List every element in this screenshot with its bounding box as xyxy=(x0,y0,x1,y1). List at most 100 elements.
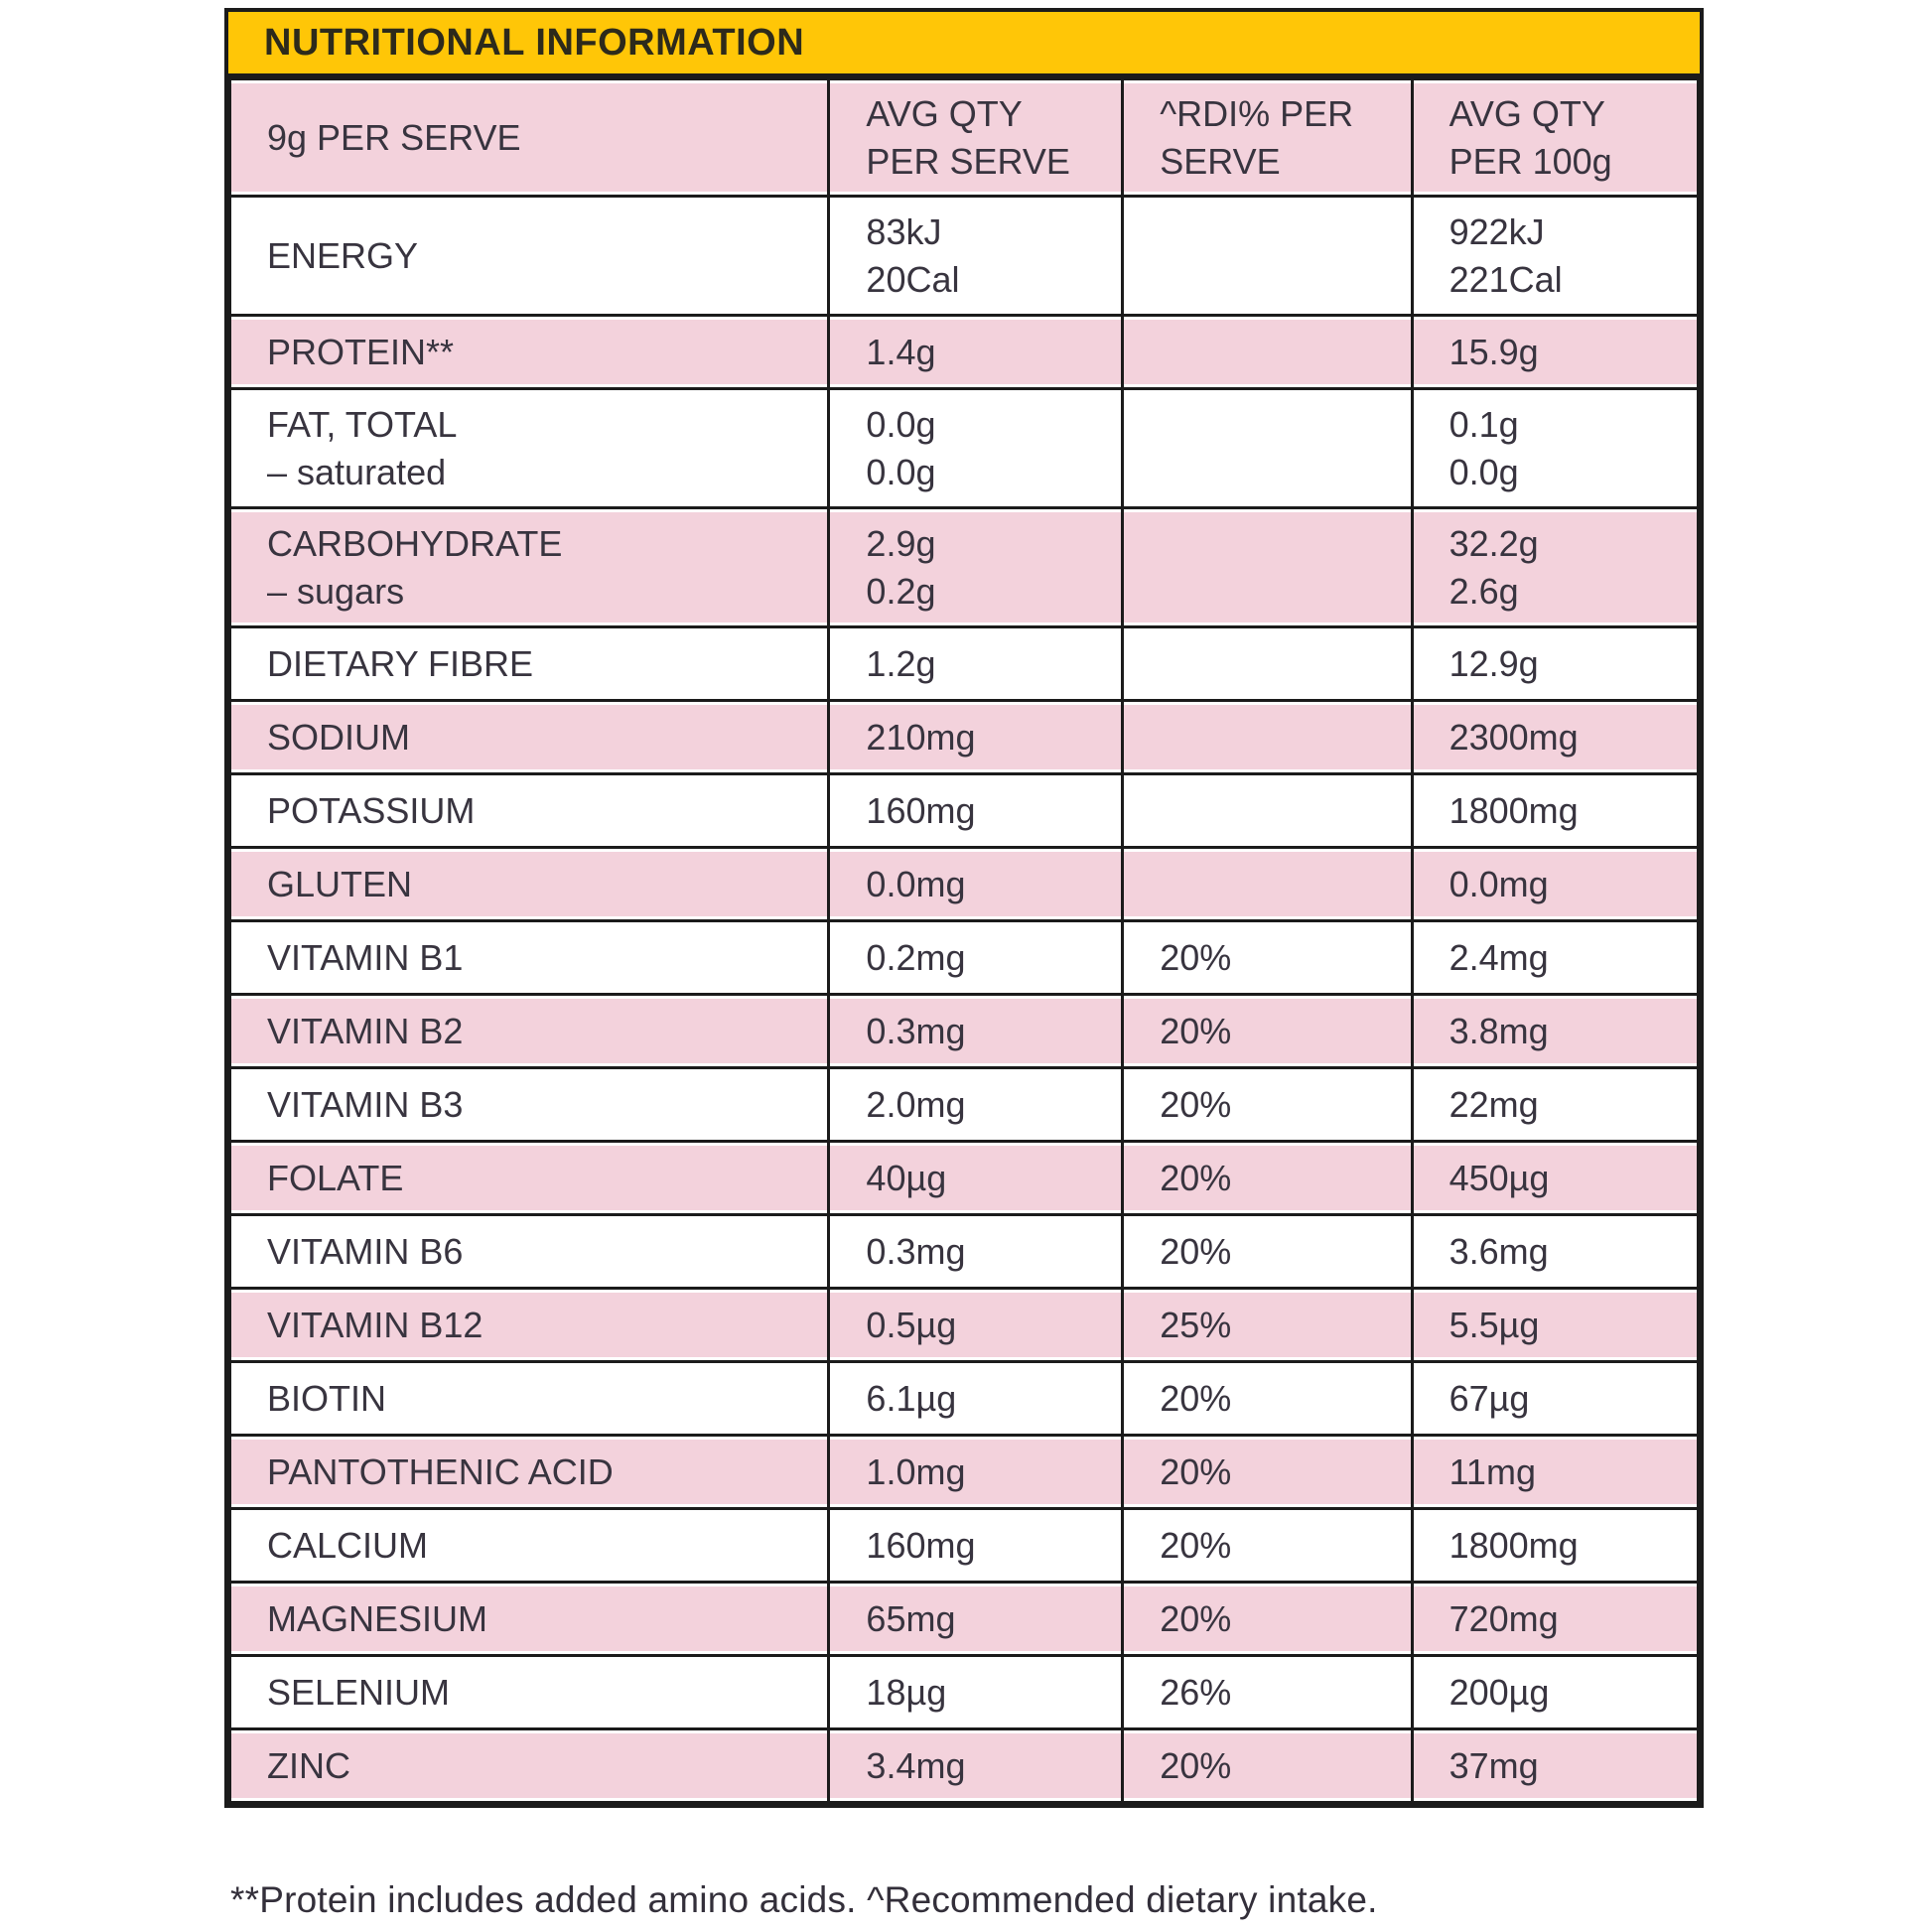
table-row: POTASSIUM 160mg 1800mg xyxy=(227,772,1701,849)
avg-qty-per-100g-cell: 37mg xyxy=(1410,1727,1701,1804)
rdi-per-serve-cell xyxy=(1121,625,1414,702)
nutrient-label-cell: PANTOTHENIC ACID xyxy=(227,1434,831,1510)
table-row: VITAMIN B3 2.0mg 20% 22mg xyxy=(227,1066,1701,1143)
avg-qty-per-100g-cell: 1800mg xyxy=(1410,1507,1701,1584)
nutrient-label-cell: GLUTEN xyxy=(227,846,831,922)
nutrient-label-cell: MAGNESIUM xyxy=(227,1581,831,1657)
rdi-per-serve-cell: 20% xyxy=(1121,919,1414,996)
rdi-per-serve-cell: 25% xyxy=(1121,1287,1414,1363)
table-row: VITAMIN B2 0.3mg 20% 3.8mg xyxy=(227,993,1701,1069)
column-header-avg-qty-per-100g: AVG QTY PER 100g xyxy=(1410,77,1701,198)
nutrient-label-cell: FOLATE xyxy=(227,1140,831,1216)
rdi-per-serve-cell xyxy=(1121,506,1414,628)
nutrient-label-cell: VITAMIN B1 xyxy=(227,919,831,996)
avg-qty-per-serve-cell: 0.2mg xyxy=(827,919,1125,996)
avg-qty-per-100g-cell: 0.0mg xyxy=(1410,846,1701,922)
nutrient-label-cell: POTASSIUM xyxy=(227,772,831,849)
avg-qty-per-100g-cell: 200µg xyxy=(1410,1654,1701,1730)
table-row: CARBOHYDRATE – sugars 2.9g 0.2g 32.2g 2.… xyxy=(227,506,1701,628)
nutrition-table: 9g PER SERVE AVG QTY PER SERVE ^RDI% PER… xyxy=(227,77,1701,1804)
avg-qty-per-100g-cell: 32.2g 2.6g xyxy=(1410,506,1701,628)
nutrient-label-cell: ZINC xyxy=(227,1727,831,1804)
column-header-serving-size: 9g PER SERVE xyxy=(227,77,831,198)
table-row: FAT, TOTAL – saturated 0.0g 0.0g 0.1g 0.… xyxy=(227,387,1701,509)
avg-qty-per-100g-cell: 12.9g xyxy=(1410,625,1701,702)
table-row: PANTOTHENIC ACID 1.0mg 20% 11mg xyxy=(227,1434,1701,1510)
nutrient-label-cell: BIOTIN xyxy=(227,1360,831,1437)
rdi-per-serve-cell xyxy=(1121,699,1414,775)
avg-qty-per-100g-cell: 67µg xyxy=(1410,1360,1701,1437)
avg-qty-per-100g-cell: 720mg xyxy=(1410,1581,1701,1657)
header-row: 9g PER SERVE AVG QTY PER SERVE ^RDI% PER… xyxy=(227,77,1701,198)
avg-qty-per-serve-cell: 210mg xyxy=(827,699,1125,775)
rdi-per-serve-cell: 20% xyxy=(1121,993,1414,1069)
table-row: VITAMIN B1 0.2mg 20% 2.4mg xyxy=(227,919,1701,996)
avg-qty-per-100g-cell: 2.4mg xyxy=(1410,919,1701,996)
rdi-per-serve-cell: 20% xyxy=(1121,1727,1414,1804)
table-row: SODIUM 210mg 2300mg xyxy=(227,699,1701,775)
column-header-rdi-per-serve: ^RDI% PER SERVE xyxy=(1121,77,1414,198)
nutrient-label-cell: CALCIUM xyxy=(227,1507,831,1584)
avg-qty-per-serve-cell: 83kJ 20Cal xyxy=(827,195,1125,317)
nutrient-label-cell: ENERGY xyxy=(227,195,831,317)
avg-qty-per-100g-cell: 0.1g 0.0g xyxy=(1410,387,1701,509)
table-row: PROTEIN** 1.4g 15.9g xyxy=(227,314,1701,390)
nutrient-label-cell: VITAMIN B12 xyxy=(227,1287,831,1363)
avg-qty-per-serve-cell: 1.4g xyxy=(827,314,1125,390)
rdi-per-serve-cell: 20% xyxy=(1121,1140,1414,1216)
nutrient-label-cell: CARBOHYDRATE – sugars xyxy=(227,506,831,628)
avg-qty-per-serve-cell: 0.5µg xyxy=(827,1287,1125,1363)
rdi-per-serve-cell xyxy=(1121,772,1414,849)
rdi-per-serve-cell: 20% xyxy=(1121,1360,1414,1437)
nutrition-panel: NUTRITIONAL INFORMATION 9g PER SERVE AVG… xyxy=(224,8,1704,1808)
nutrient-label-cell: SELENIUM xyxy=(227,1654,831,1730)
table-row: CALCIUM 160mg 20% 1800mg xyxy=(227,1507,1701,1584)
nutrient-label-cell: VITAMIN B2 xyxy=(227,993,831,1069)
avg-qty-per-serve-cell: 1.2g xyxy=(827,625,1125,702)
nutrient-label-cell: DIETARY FIBRE xyxy=(227,625,831,702)
table-row: ENERGY 83kJ 20Cal 922kJ 221Cal xyxy=(227,195,1701,317)
avg-qty-per-100g-cell: 22mg xyxy=(1410,1066,1701,1143)
avg-qty-per-100g-cell: 3.6mg xyxy=(1410,1213,1701,1290)
avg-qty-per-100g-cell: 922kJ 221Cal xyxy=(1410,195,1701,317)
avg-qty-per-100g-cell: 2300mg xyxy=(1410,699,1701,775)
column-header-avg-qty-per-serve: AVG QTY PER SERVE xyxy=(827,77,1125,198)
table-row: GLUTEN 0.0mg 0.0mg xyxy=(227,846,1701,922)
nutrient-label-cell: SODIUM xyxy=(227,699,831,775)
nutrient-label-cell: FAT, TOTAL – saturated xyxy=(227,387,831,509)
nutrient-label-cell: VITAMIN B3 xyxy=(227,1066,831,1143)
avg-qty-per-serve-cell: 2.9g 0.2g xyxy=(827,506,1125,628)
avg-qty-per-serve-cell: 160mg xyxy=(827,772,1125,849)
avg-qty-per-serve-cell: 0.3mg xyxy=(827,1213,1125,1290)
avg-qty-per-100g-cell: 5.5µg xyxy=(1410,1287,1701,1363)
rdi-per-serve-cell xyxy=(1121,195,1414,317)
avg-qty-per-100g-cell: 1800mg xyxy=(1410,772,1701,849)
avg-qty-per-serve-cell: 0.3mg xyxy=(827,993,1125,1069)
avg-qty-per-serve-cell: 0.0g 0.0g xyxy=(827,387,1125,509)
rdi-per-serve-cell: 20% xyxy=(1121,1066,1414,1143)
table-row: ZINC 3.4mg 20% 37mg xyxy=(227,1727,1701,1804)
rdi-per-serve-cell: 20% xyxy=(1121,1434,1414,1510)
table-row: VITAMIN B6 0.3mg 20% 3.6mg xyxy=(227,1213,1701,1290)
avg-qty-per-serve-cell: 18µg xyxy=(827,1654,1125,1730)
panel-title-band: NUTRITIONAL INFORMATION xyxy=(228,12,1700,77)
table-row: MAGNESIUM 65mg 20% 720mg xyxy=(227,1581,1701,1657)
table-row: VITAMIN B12 0.5µg 25% 5.5µg xyxy=(227,1287,1701,1363)
avg-qty-per-100g-cell: 11mg xyxy=(1410,1434,1701,1510)
rdi-per-serve-cell xyxy=(1121,387,1414,509)
avg-qty-per-serve-cell: 160mg xyxy=(827,1507,1125,1584)
footnote: **Protein includes added amino acids. ^R… xyxy=(230,1879,1378,1920)
avg-qty-per-serve-cell: 6.1µg xyxy=(827,1360,1125,1437)
table-row: FOLATE 40µg 20% 450µg xyxy=(227,1140,1701,1216)
rdi-per-serve-cell: 26% xyxy=(1121,1654,1414,1730)
avg-qty-per-100g-cell: 15.9g xyxy=(1410,314,1701,390)
avg-qty-per-serve-cell: 0.0mg xyxy=(827,846,1125,922)
avg-qty-per-100g-cell: 450µg xyxy=(1410,1140,1701,1216)
rdi-per-serve-cell: 20% xyxy=(1121,1507,1414,1584)
avg-qty-per-serve-cell: 1.0mg xyxy=(827,1434,1125,1510)
rdi-per-serve-cell: 20% xyxy=(1121,1213,1414,1290)
rdi-per-serve-cell xyxy=(1121,314,1414,390)
panel-title: NUTRITIONAL INFORMATION xyxy=(264,21,805,64)
avg-qty-per-serve-cell: 40µg xyxy=(827,1140,1125,1216)
